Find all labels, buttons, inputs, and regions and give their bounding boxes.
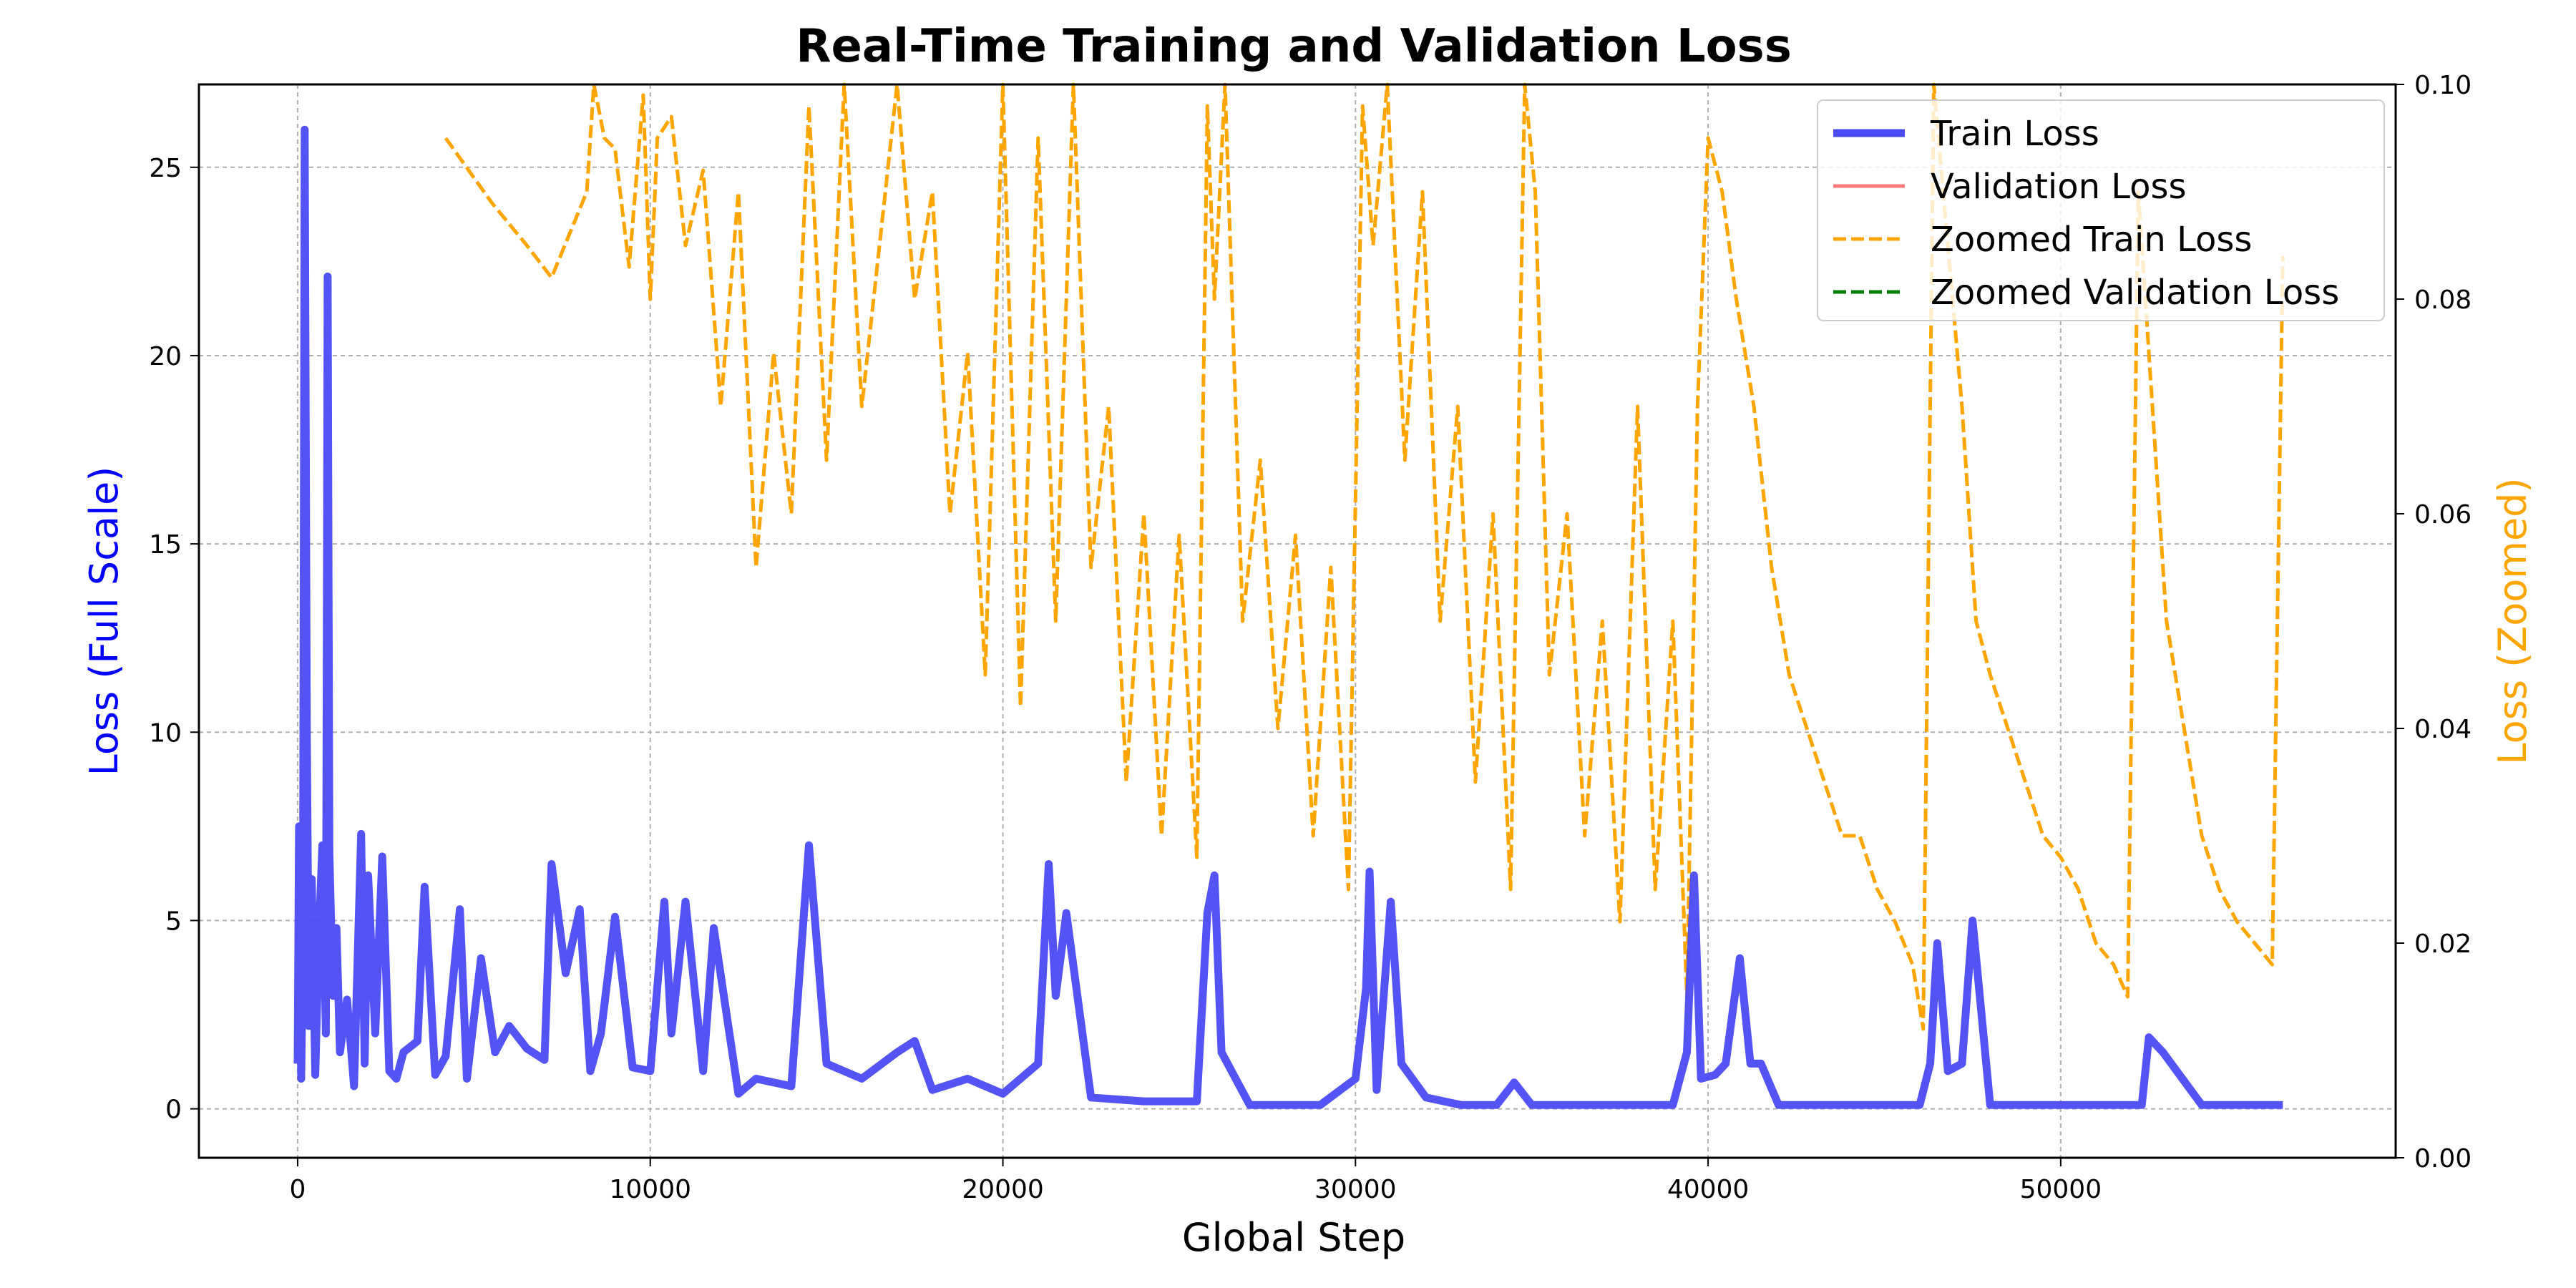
series-train-loss [293, 125, 2283, 1109]
y-axis-left: 0 5 10 15 20 25 [149, 154, 199, 1125]
x-tick-label: 40000 [1667, 1175, 1750, 1204]
legend-label: Zoomed Train Loss [1931, 220, 2252, 260]
y-right-tick-label: 0.04 [2414, 715, 2472, 744]
x-tick-label: 30000 [1314, 1175, 1397, 1204]
x-tick-label: 20000 [962, 1175, 1044, 1204]
y-axis-right-label: Loss (Zoomed) [2490, 478, 2535, 765]
y-axis-right: 0.00 0.02 0.04 0.06 0.08 0.10 [2396, 71, 2472, 1174]
x-tick-label: 50000 [2020, 1175, 2102, 1204]
legend-label: Zoomed Validation Loss [1931, 273, 2339, 313]
legend-label: Validation Loss [1931, 167, 2187, 207]
x-tick-label: 0 [290, 1175, 306, 1204]
y-left-tick-label: 25 [149, 154, 182, 183]
y-left-tick-label: 20 [149, 342, 182, 371]
chart-title: Real-Time Training and Validation Loss [796, 20, 1792, 73]
y-left-tick-label: 10 [149, 718, 182, 748]
y-right-tick-label: 0.06 [2414, 500, 2472, 530]
y-left-tick-label: 15 [149, 530, 182, 560]
series-zoomed-train-loss [444, 82, 2285, 1031]
legend-label: Train Loss [1930, 114, 2099, 154]
y-right-tick-label: 0.00 [2414, 1144, 2472, 1174]
series-layer [293, 82, 2285, 1109]
plot-frame [197, 83, 2397, 1159]
x-tick-label: 10000 [609, 1175, 691, 1204]
y-right-tick-label: 0.02 [2414, 930, 2472, 959]
y-left-tick-label: 0 [165, 1096, 182, 1125]
y-left-tick-label: 5 [165, 907, 182, 936]
legend: Train Loss Validation Loss Zoomed Train Lo… [1817, 99, 2385, 321]
x-axis: 0 10000 20000 30000 40000 50000 [290, 1158, 2102, 1204]
y-right-tick-label: 0.08 [2414, 286, 2472, 315]
legend-box [1817, 99, 2385, 321]
y-axis-left-label: Loss (Full Scale) [82, 467, 127, 776]
x-axis-label: Global Step [1182, 1215, 1405, 1260]
y-right-tick-label: 0.10 [2414, 71, 2472, 100]
